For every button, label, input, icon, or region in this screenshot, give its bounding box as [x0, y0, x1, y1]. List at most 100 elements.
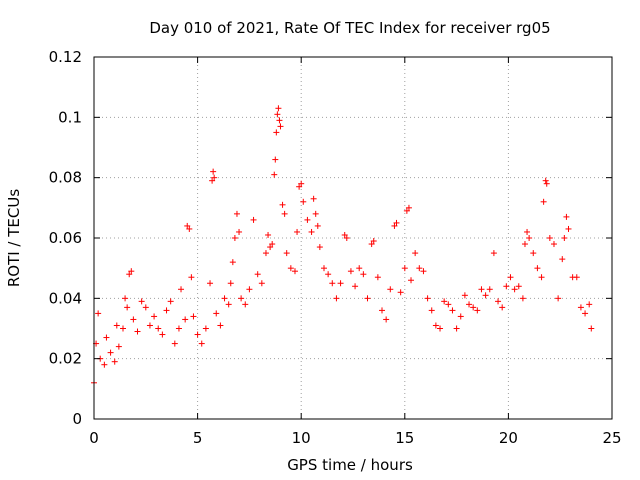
data-point [211, 174, 218, 181]
data-point [101, 361, 108, 368]
data-point [198, 340, 205, 347]
data-point [175, 325, 182, 332]
data-point [227, 280, 234, 287]
data-point [526, 235, 533, 241]
data-point [543, 180, 550, 187]
data-point [167, 298, 174, 305]
data-point [113, 322, 120, 329]
data-point [416, 265, 423, 272]
data-point [401, 265, 408, 272]
data-point [304, 216, 311, 223]
data-point [272, 156, 279, 163]
data-point [122, 295, 129, 302]
data-point [276, 117, 283, 124]
data-point [300, 198, 307, 205]
data-point [573, 274, 580, 281]
data-point [236, 228, 243, 235]
data-point [511, 286, 518, 293]
data-point [503, 283, 510, 290]
data-point [586, 301, 593, 308]
data-point [298, 180, 305, 187]
data-point [274, 111, 281, 118]
data-point [341, 231, 348, 238]
data-point [474, 307, 481, 314]
y-tick-label: 0.12 [49, 48, 82, 66]
data-point [210, 168, 217, 175]
data-point [242, 301, 249, 308]
data-point [134, 328, 141, 335]
data-point [115, 343, 122, 350]
data-point [428, 307, 435, 314]
data-point [250, 216, 257, 223]
data-point [408, 277, 415, 284]
data-point [207, 280, 214, 287]
data-point [325, 271, 332, 278]
data-point [254, 271, 261, 278]
data-point [347, 268, 354, 275]
data-point [229, 259, 236, 266]
data-point [126, 271, 133, 278]
data-point [420, 268, 427, 275]
data-point [374, 274, 381, 281]
data-point [275, 105, 282, 112]
data-point [294, 228, 301, 235]
data-point [424, 295, 431, 302]
data-point [403, 207, 410, 214]
y-tick-label: 0.04 [49, 289, 82, 307]
data-point [273, 129, 280, 136]
data-point [209, 177, 216, 184]
data-point [337, 280, 344, 287]
x-tick-label: 20 [499, 429, 518, 447]
data-point [296, 183, 303, 190]
data-point [262, 250, 269, 257]
data-point [146, 322, 153, 329]
x-tick-label: 5 [193, 429, 203, 447]
data-point [383, 316, 390, 323]
data-point [582, 310, 589, 317]
data-point [269, 241, 276, 248]
data-point [538, 274, 545, 281]
data-point [316, 244, 323, 251]
data-point [540, 198, 547, 205]
data-point [495, 298, 502, 305]
x-tick-label: 25 [602, 429, 621, 447]
data-point [130, 316, 137, 323]
data-point [542, 177, 549, 184]
data-point [437, 325, 444, 332]
data-point [225, 301, 232, 308]
data-point [550, 241, 557, 248]
data-point [482, 292, 489, 299]
y-tick-label: 0.06 [49, 229, 82, 247]
x-axis-title: GPS time / hours [287, 456, 413, 474]
data-point [397, 289, 404, 296]
data-point [194, 331, 201, 338]
data-point [320, 265, 327, 272]
data-point [128, 268, 135, 275]
data-point [178, 286, 185, 293]
data-point [155, 325, 162, 332]
data-point [277, 123, 284, 130]
data-point [445, 301, 452, 308]
data-point [470, 304, 477, 311]
data-point [238, 295, 245, 302]
data-point [279, 201, 286, 208]
data-point [521, 241, 528, 248]
data-point [588, 325, 595, 332]
data-point [457, 313, 464, 320]
data-point [186, 225, 193, 232]
data-point [393, 219, 400, 226]
data-point [379, 307, 386, 314]
data-point [267, 244, 274, 251]
data-point [405, 204, 412, 211]
y-axis-title: ROTI / TECUs [5, 189, 23, 287]
data-point [486, 286, 493, 293]
data-point [182, 316, 189, 323]
y-tick-label: 0.08 [49, 169, 82, 187]
data-point [310, 195, 317, 202]
data-point [95, 310, 102, 317]
data-point [287, 265, 294, 272]
data-point [312, 210, 319, 217]
data-point [534, 265, 541, 272]
data-point [163, 307, 170, 314]
